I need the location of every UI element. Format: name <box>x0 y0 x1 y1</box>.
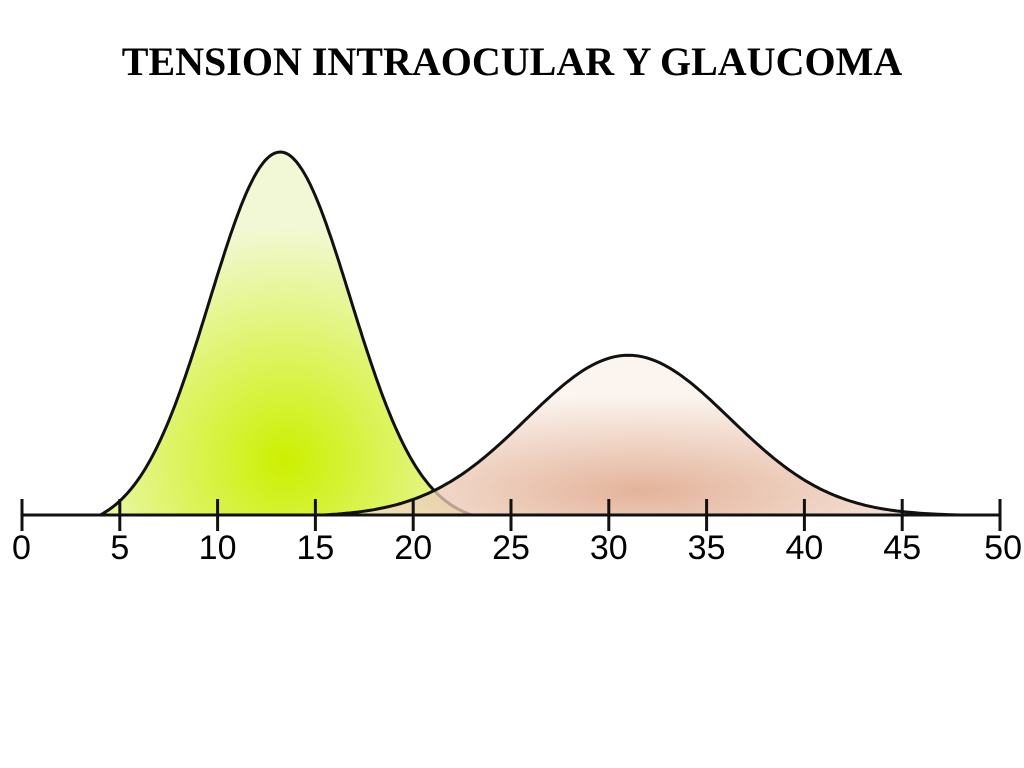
x-tick-label: 0 <box>12 529 31 567</box>
curves-layer <box>94 150 961 517</box>
x-tick-label: 5 <box>110 529 129 567</box>
x-tick-label: 45 <box>883 529 921 567</box>
x-tick-label: 25 <box>492 529 530 567</box>
distribution-curve-2 <box>323 353 961 517</box>
x-tick-label: 20 <box>394 529 432 567</box>
x-tick-label: 10 <box>199 529 237 567</box>
x-tick-label: 35 <box>688 529 726 567</box>
distribution-curve-1 <box>94 150 473 517</box>
x-tick-label: 50 <box>984 529 1022 567</box>
x-tick-label: 30 <box>590 529 628 567</box>
x-axis: 0 5 10 15 20 25 30 35 40 45 50 <box>12 499 1022 567</box>
x-tick-label: 15 <box>296 529 334 567</box>
chart-title: TENSION INTRAOCULAR Y GLAUCOMA <box>121 39 903 84</box>
x-tick-label: 40 <box>785 529 823 567</box>
